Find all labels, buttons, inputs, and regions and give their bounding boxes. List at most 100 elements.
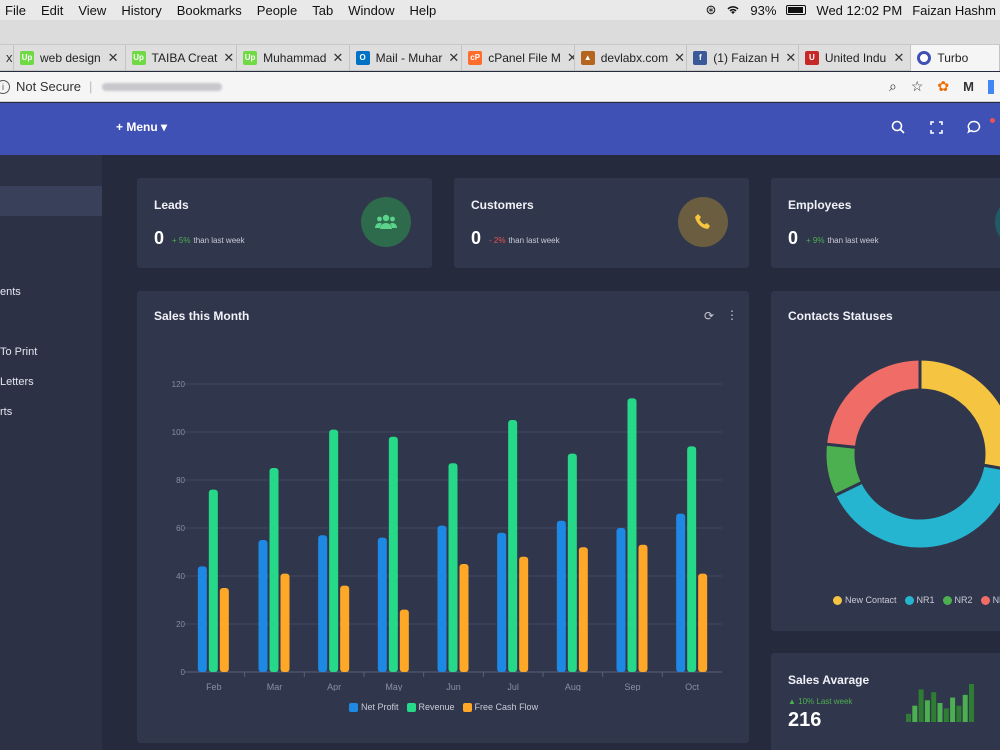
mac-menu-window[interactable]: Window	[348, 2, 395, 18]
legend-item[interactable]: Net Profit	[349, 702, 399, 713]
tab-close-icon[interactable]: ✕	[893, 49, 905, 65]
browser-tab[interactable]: Up web design ✕	[14, 44, 126, 71]
sidebar-item-reports[interactable]: rts	[0, 406, 13, 418]
tab-close-icon[interactable]: ✕	[785, 49, 797, 65]
bar-free-cash-flow[interactable]	[399, 609, 409, 672]
bar-net-profit[interactable]	[437, 525, 447, 672]
zoom-icon[interactable]: ⌕	[889, 78, 897, 94]
battery-icon[interactable]	[786, 5, 807, 15]
clock[interactable]: Wed 12:02 PM	[816, 2, 903, 18]
bar-net-profit[interactable]	[258, 540, 268, 672]
tab-close-icon[interactable]: ✕	[223, 49, 235, 65]
browser-tab[interactable]: x	[0, 44, 14, 71]
legend-item[interactable]: NR2	[942, 595, 973, 606]
sparkline-bar	[969, 684, 974, 722]
bar-revenue[interactable]	[567, 453, 577, 672]
sales-average-value: 216	[788, 709, 822, 731]
browser-tab[interactable]: O Mail - Muhar ✕	[350, 44, 463, 71]
bar-revenue[interactable]	[208, 489, 218, 672]
bar-net-profit[interactable]	[556, 520, 566, 672]
translate-extension-icon[interactable]	[988, 79, 994, 94]
menu-button[interactable]: + Menu ▾	[116, 120, 168, 134]
bar-free-cash-flow[interactable]	[280, 573, 290, 672]
bar-revenue[interactable]	[269, 468, 279, 672]
mac-menu-view[interactable]: View	[78, 2, 107, 18]
browser-tab[interactable]: Turbo	[911, 44, 1000, 71]
tab-favicon-icon: Up	[243, 50, 258, 65]
stat-card-customers: Customers 0 - 2% than last week	[454, 178, 749, 268]
bar-revenue[interactable]	[329, 429, 339, 672]
bar-free-cash-flow[interactable]	[698, 573, 708, 672]
browser-tab[interactable]: ▲ devlabx.com ✕	[575, 44, 688, 71]
sidebar-item-letters[interactable]: Letters	[0, 376, 34, 388]
security-label: Not Secure	[16, 79, 82, 94]
bar-free-cash-flow[interactable]	[340, 585, 350, 672]
bar-net-profit[interactable]	[616, 528, 626, 672]
user-name[interactable]: Faizan Hashm	[912, 2, 996, 18]
mac-menu-history[interactable]: History	[121, 2, 162, 18]
extension-icon[interactable]: ✿	[937, 78, 950, 94]
mac-menu-people[interactable]: People	[256, 2, 298, 18]
bar-net-profit[interactable]	[676, 513, 686, 672]
more-options-icon[interactable]: ⋮	[726, 308, 738, 322]
wifi-icon[interactable]	[726, 3, 740, 18]
browser-tab[interactable]: cP cPanel File M✕	[462, 44, 575, 71]
bar-free-cash-flow[interactable]	[578, 547, 588, 672]
donut-slice-nr1[interactable]	[832, 463, 1000, 551]
mac-menu-tab[interactable]: Tab	[312, 2, 334, 18]
address-bar[interactable]: i Not Secure | ⌕ ☆ ✿ M	[0, 72, 1000, 102]
donut-slice-new-contact[interactable]	[918, 357, 1000, 470]
search-icon[interactable]	[890, 119, 906, 135]
bar-net-profit[interactable]	[197, 566, 207, 672]
bar-net-profit[interactable]	[377, 537, 387, 672]
bar-revenue[interactable]	[388, 436, 398, 672]
gmail-extension-icon[interactable]: M	[963, 79, 974, 94]
tab-close-icon[interactable]: ✕	[332, 49, 344, 65]
legend-item[interactable]: Revenue	[406, 702, 455, 713]
contacts-status-card: Contacts Statuses New Contact NR1 NR2 NR	[771, 291, 1000, 631]
legend-item[interactable]: Free Cash Flow	[462, 702, 538, 713]
mac-menu-file[interactable]: File	[5, 2, 26, 18]
sidebar-item-to-print[interactable]: To Print	[0, 346, 38, 358]
tab-close-icon[interactable]: ✕	[561, 50, 574, 66]
y-tick-label: 40	[176, 572, 185, 581]
fullscreen-icon[interactable]	[928, 119, 944, 135]
browser-tab[interactable]: Up TAIBA Creat ✕	[126, 44, 238, 71]
y-tick-label: 100	[172, 428, 186, 437]
legend-item[interactable]: NR	[980, 595, 1000, 606]
legend-item[interactable]: NR1	[904, 595, 935, 606]
sidebar-item-documents[interactable]: ents	[0, 286, 21, 298]
bar-revenue[interactable]	[687, 446, 697, 672]
bar-free-cash-flow[interactable]	[459, 564, 469, 672]
bookmark-star-icon[interactable]: ☆	[910, 78, 924, 94]
info-icon[interactable]: i	[0, 79, 10, 94]
sidebar-active-item[interactable]	[0, 186, 102, 216]
chat-icon[interactable]	[966, 119, 982, 135]
bar-net-profit[interactable]	[318, 535, 328, 672]
bar-revenue[interactable]	[508, 420, 518, 672]
tab-close-icon[interactable]: ✕	[448, 49, 460, 65]
sales-average-sparkline	[906, 684, 974, 722]
bar-free-cash-flow[interactable]	[519, 556, 529, 672]
browser-tab[interactable]: f (1) Faizan H ✕	[687, 44, 799, 71]
stat-change-percent: - 2%	[489, 236, 506, 245]
legend-item[interactable]: New Contact	[833, 595, 897, 606]
browser-tab[interactable]: U United Indu ✕	[799, 44, 912, 71]
bar-revenue[interactable]	[448, 463, 458, 672]
mac-menu-bar: File Edit View History Bookmarks People Tab Win…	[0, 0, 1000, 20]
bar-free-cash-flow[interactable]	[638, 544, 648, 672]
donut-slice-nr[interactable]	[823, 357, 922, 449]
tab-close-icon[interactable]: ✕	[674, 49, 686, 65]
users-icon	[361, 197, 411, 247]
bar-net-profit[interactable]	[497, 532, 507, 672]
refresh-icon[interactable]: ⟳	[704, 309, 715, 323]
tab-close-icon[interactable]: x	[6, 50, 13, 65]
browser-tab[interactable]: Up Muhammad ✕	[237, 44, 350, 71]
mac-menu-bookmarks[interactable]: Bookmarks	[176, 2, 242, 18]
mac-menu-help[interactable]: Help	[409, 2, 437, 18]
creative-cloud-icon[interactable]: ⊛	[705, 2, 717, 17]
mac-menu-edit[interactable]: Edit	[40, 2, 64, 18]
bar-free-cash-flow[interactable]	[219, 588, 229, 672]
bar-revenue[interactable]	[627, 398, 637, 672]
tab-close-icon[interactable]: ✕	[107, 49, 119, 65]
